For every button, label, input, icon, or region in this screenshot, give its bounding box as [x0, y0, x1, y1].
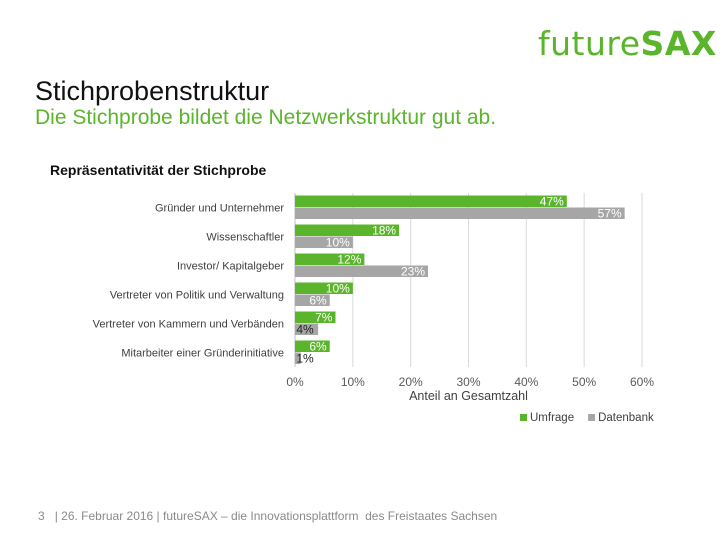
data-label: 10%: [326, 282, 350, 296]
footer-text: | 26. Februar 2016 | futureSAX – die Inn…: [54, 509, 498, 523]
bar-umfrage: [295, 253, 365, 265]
bar-umfrage: [295, 311, 336, 323]
logo-bold-text: SAX: [640, 24, 717, 63]
legend-label: Datenbank: [598, 412, 654, 424]
category-label: Mitarbeiter einer Gründerinitiative: [121, 348, 284, 360]
data-label: 23%: [401, 265, 425, 279]
x-tick-label: 10%: [341, 375, 365, 389]
legend-swatch-datenbank: [588, 414, 596, 421]
category-label: Vertreter von Kammern und Verbänden: [93, 319, 284, 331]
legend-label: Umfrage: [530, 412, 574, 424]
x-tick-label: 0%: [286, 375, 304, 389]
bar-umfrage: [295, 224, 400, 236]
data-label: 10%: [326, 236, 350, 250]
legend-swatch-umfrage: [520, 414, 527, 421]
bar-datenbank: [295, 323, 319, 335]
bar-umfrage: [295, 340, 330, 352]
futuresax-logo: futureSAX: [538, 24, 717, 63]
category-label: Gründer und Unternehmer: [155, 203, 284, 215]
data-label: 18%: [372, 224, 396, 238]
x-tick-label: 30%: [456, 375, 480, 389]
bar-datenbank: [295, 236, 353, 248]
x-tick-label: 20%: [399, 375, 423, 389]
data-label: 57%: [598, 207, 622, 221]
data-label: 1%: [296, 352, 314, 366]
data-label: 6%: [309, 294, 327, 308]
page-title: Stichprobenstruktur: [35, 76, 270, 106]
x-axis-label: Anteil an Gesamtzahl: [409, 389, 528, 403]
bar-umfrage: [295, 195, 567, 207]
category-label: Investor/ Kapitalgeber: [177, 261, 284, 273]
chart-title: Repräsentativität der Stichprobe: [50, 162, 267, 178]
bar-datenbank: [295, 352, 301, 364]
bar-datenbank: [295, 294, 330, 306]
category-label: Vertreter von Politik und Verwaltung: [110, 290, 284, 302]
data-label: 6%: [309, 340, 327, 354]
page-number: 3: [38, 509, 45, 523]
data-label: 47%: [540, 195, 564, 209]
logo-light-text: future: [538, 24, 641, 63]
x-tick-label: 40%: [514, 375, 538, 389]
bar-datenbank: [295, 207, 625, 219]
data-label: 4%: [296, 323, 314, 337]
category-label: Wissenschaftler: [206, 232, 284, 244]
x-tick-label: 50%: [572, 375, 596, 389]
data-label: 12%: [337, 253, 361, 267]
bar-datenbank: [295, 265, 429, 277]
data-label: 7%: [315, 311, 333, 325]
x-tick-label: 60%: [630, 375, 654, 389]
page-subtitle: Die Stichprobe bildet die Netzwerkstrukt…: [35, 106, 497, 129]
bar-umfrage: [295, 282, 353, 294]
footer: 3 | 26. Februar 2016 | futureSAX – die I…: [38, 509, 497, 523]
